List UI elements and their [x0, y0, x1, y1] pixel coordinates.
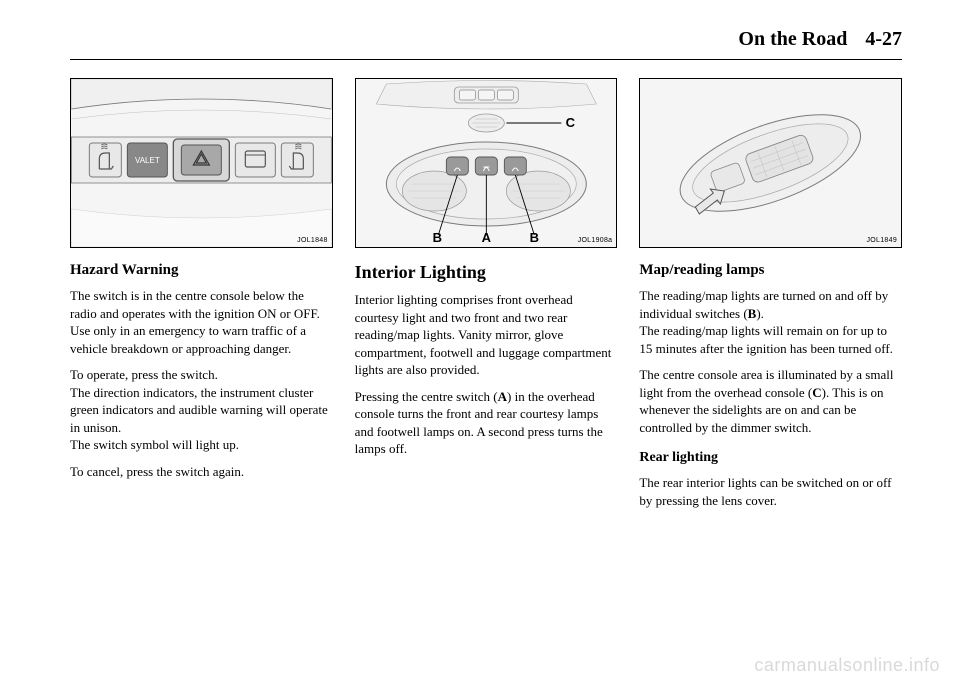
body-text: Pressing the centre switch (A) in the ov…	[355, 388, 618, 458]
figure-label: JOL1848	[297, 237, 328, 244]
figure-label: JOL1849	[867, 237, 898, 244]
body-text: To operate, press the switch. The direct…	[70, 366, 333, 454]
figure-label: JOL1908a	[578, 237, 613, 244]
figure-map-reading-lamps: JOL1849	[639, 78, 902, 248]
column-2: B A B C JOL1908a Interior Lighting Inter…	[355, 78, 618, 518]
body-text: To cancel, press the switch again.	[70, 463, 333, 481]
body-text: Interior lighting comprises front overhe…	[355, 291, 618, 379]
heading-interior-lighting: Interior Lighting	[355, 262, 618, 283]
column-3: JOL1849 Map/reading lamps The reading/ma…	[639, 78, 902, 518]
figure-interior-lighting: B A B C JOL1908a	[355, 78, 618, 248]
figure-hazard-warning: VALET JOL1848	[70, 78, 333, 248]
body-text: The centre console area is illuminated b…	[639, 366, 902, 436]
callout-B: B	[530, 230, 539, 245]
content-columns: VALET JOL1848 Ha	[70, 78, 902, 518]
page-header: On the Road 4-27	[70, 28, 902, 60]
column-1: VALET JOL1848 Ha	[70, 78, 333, 518]
watermark: carmanualsonline.info	[754, 655, 940, 676]
body-text: The switch is in the centre console belo…	[70, 287, 333, 357]
body-text: The rear interior lights can be switched…	[639, 474, 902, 509]
callout-C: C	[566, 115, 575, 130]
svg-text:VALET: VALET	[135, 156, 160, 165]
heading-rear-lighting: Rear lighting	[639, 450, 902, 466]
heading-hazard-warning: Hazard Warning	[70, 262, 333, 279]
heading-map-reading-lamps: Map/reading lamps	[639, 262, 902, 279]
body-text: The reading/map lights are turned on and…	[639, 287, 902, 357]
section-title: On the Road	[738, 28, 847, 50]
page-number: 4-27	[865, 28, 902, 50]
callout-A: A	[482, 230, 491, 245]
callout-B: B	[433, 230, 442, 245]
